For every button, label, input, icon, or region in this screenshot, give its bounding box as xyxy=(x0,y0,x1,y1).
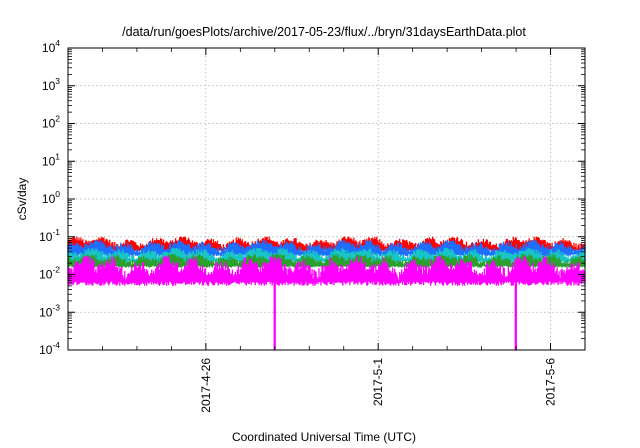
y-tick-label: 104 xyxy=(42,38,60,55)
y-tick-label: 10-1 xyxy=(39,227,60,244)
series-line xyxy=(67,256,586,350)
x-tick-label: 2017-4-26 xyxy=(199,358,213,413)
chart-title: /data/run/goesPlots/archive/2017-05-23/f… xyxy=(122,25,526,39)
plot-frame xyxy=(67,47,586,351)
y-tick-label: 10-2 xyxy=(39,265,60,282)
y-tick-label: 102 xyxy=(42,114,60,131)
y-tick-labels: 10-4 10-3 10-2 10-1 100 101 102 103 104 xyxy=(39,38,60,357)
y-tick-label: 100 xyxy=(42,189,60,206)
axis-ticks xyxy=(68,47,585,351)
x-tick-label: 2017-5-1 xyxy=(371,358,385,406)
y-tick-label: 103 xyxy=(42,76,60,93)
x-axis-label: Coordinated Universal Time (UTC) xyxy=(232,430,416,444)
y-tick-label: 101 xyxy=(42,151,60,168)
series-layer xyxy=(67,236,586,350)
y-axis-label: cSv/day xyxy=(15,178,29,221)
grid xyxy=(68,48,585,350)
y-tick-label: 10-3 xyxy=(39,302,60,319)
y-tick-label: 10-4 xyxy=(39,340,60,357)
x-tick-label: 2017-5-6 xyxy=(544,358,558,406)
x-tick-labels: 2017-4-26 2017-5-1 2017-5-6 xyxy=(199,358,558,413)
